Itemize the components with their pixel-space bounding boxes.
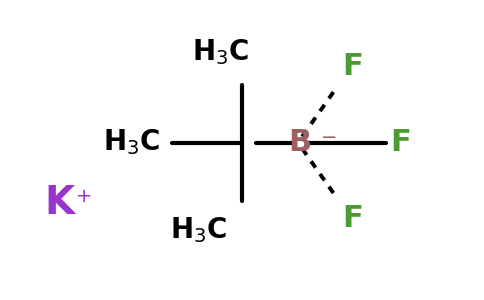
- Text: F: F: [342, 204, 363, 233]
- Text: −: −: [321, 128, 338, 147]
- Text: H$_3$C: H$_3$C: [103, 128, 160, 158]
- Text: F: F: [342, 52, 363, 81]
- Text: +: +: [76, 187, 92, 206]
- Text: H$_3$C: H$_3$C: [192, 37, 249, 67]
- Text: K: K: [45, 184, 75, 223]
- Text: F: F: [391, 128, 411, 157]
- Text: H$_3$C: H$_3$C: [170, 215, 227, 245]
- Text: B: B: [288, 128, 311, 157]
